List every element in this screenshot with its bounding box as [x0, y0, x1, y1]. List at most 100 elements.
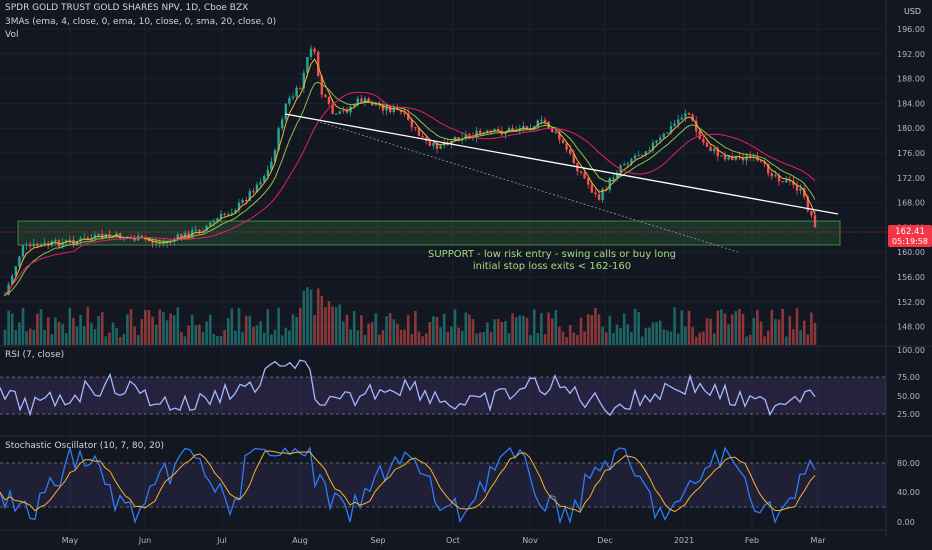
volume-bar	[514, 317, 518, 345]
volume-bar	[266, 309, 270, 345]
candle-body	[687, 113, 691, 115]
volume-bar	[306, 287, 309, 345]
price-tick-label: 168.00	[897, 199, 925, 208]
candle-body	[147, 239, 151, 242]
volume-bar	[136, 334, 140, 345]
volume-bar	[219, 336, 223, 345]
candle-body	[644, 151, 647, 155]
volume-bar	[14, 329, 18, 345]
volume-bar	[676, 333, 680, 345]
volume-bar	[486, 322, 489, 345]
volume-bar	[554, 309, 558, 345]
volume-bar	[223, 330, 226, 345]
volume-bar	[806, 334, 810, 345]
candle-body	[335, 113, 338, 115]
volume-bar	[226, 318, 230, 345]
rsi-axis: 100.00 75.00 50.00 25.00	[897, 346, 925, 419]
stoch-tick-label: 80.00	[897, 459, 920, 468]
volume-bar	[658, 320, 662, 345]
candle-body	[234, 210, 237, 214]
volume-bar	[288, 330, 291, 345]
candle-body	[97, 233, 100, 236]
candle-body	[39, 244, 43, 247]
volume-bar	[72, 317, 75, 345]
candle-body	[284, 103, 287, 120]
volume-bar	[176, 307, 180, 345]
trendline-dotted[interactable]	[319, 121, 739, 253]
candle-body	[353, 105, 356, 107]
volume-bar	[432, 316, 435, 345]
candle-body	[392, 107, 395, 112]
price-tick-label: 192.00	[897, 50, 925, 59]
volume-bar	[61, 323, 64, 345]
volume-bar	[529, 335, 532, 345]
stoch-d-line	[0, 450, 816, 513]
support-zone[interactable]	[17, 220, 841, 246]
volume-bar	[198, 324, 201, 345]
volume-bar	[730, 314, 734, 345]
candle-body	[374, 104, 377, 106]
candle-body	[799, 188, 802, 191]
volume-bar	[410, 334, 414, 345]
volume-bar	[752, 317, 756, 345]
last-price-value: 162.41	[895, 227, 925, 237]
candle-body	[68, 239, 71, 241]
volume-bar	[586, 314, 590, 345]
volume-bar	[601, 326, 604, 345]
volume-bar	[446, 331, 450, 345]
volume-bar	[565, 336, 568, 345]
trendline-resistance[interactable]	[284, 113, 839, 215]
candle-body	[61, 242, 64, 247]
candle-body	[493, 129, 496, 132]
candle-body	[421, 136, 424, 138]
candle-body	[245, 200, 248, 202]
candle-body	[227, 214, 230, 216]
volume-bar	[172, 315, 176, 345]
volume-bar	[774, 319, 777, 345]
volume-bar	[320, 295, 324, 345]
volume-bar	[324, 307, 327, 345]
volume-bar	[468, 314, 471, 345]
volume-bar	[622, 313, 626, 345]
volume-bar	[378, 334, 381, 345]
volume-bar	[612, 332, 615, 345]
candle-body	[813, 215, 817, 228]
candle-body	[259, 182, 262, 185]
volume-bar	[633, 308, 637, 345]
candle-body	[281, 119, 284, 129]
candle-body	[399, 109, 403, 113]
candle-body	[295, 87, 298, 97]
candle-body	[43, 242, 46, 245]
volume-bar	[770, 309, 774, 345]
candle-body	[320, 75, 323, 95]
candle-body	[457, 137, 460, 141]
candle-body	[648, 150, 651, 152]
volume-bar	[259, 321, 262, 345]
chart-title[interactable]: SPDR GOLD TRUST GOLD SHARES NPV, 1D, Cbo…	[5, 3, 249, 13]
volume-bar	[414, 310, 417, 345]
candle-body	[511, 127, 514, 131]
volume-bar	[439, 327, 442, 345]
candle-body	[25, 244, 28, 246]
volume-bars	[3, 287, 817, 345]
candle-body	[277, 128, 280, 151]
volume-bar	[810, 312, 813, 345]
volume-bar	[572, 332, 576, 345]
rsi-legend[interactable]: RSI (7, close)	[5, 350, 65, 360]
stoch-legend[interactable]: Stochastic Oscillator (10, 7, 80, 20)	[5, 441, 165, 451]
candle-body	[630, 158, 633, 164]
volume-bar	[716, 310, 720, 345]
candle-body	[749, 155, 752, 158]
ma-legend[interactable]: 3MAs (ema, 4, close, 0, ema, 10, close, …	[5, 17, 277, 27]
volume-legend[interactable]: Vol	[5, 30, 19, 40]
volume-bar	[442, 313, 446, 345]
candle-body	[698, 131, 701, 139]
volume-bar	[385, 316, 388, 345]
volume-bar	[100, 312, 104, 345]
candle-body	[205, 225, 208, 232]
volume-bar	[536, 332, 540, 345]
volume-bar	[500, 321, 504, 345]
rsi-tick-label: 75.00	[897, 373, 920, 382]
time-axis[interactable]: May Jun Jul Aug Sep Oct Nov Dec 2021 Feb Mar	[62, 536, 827, 545]
